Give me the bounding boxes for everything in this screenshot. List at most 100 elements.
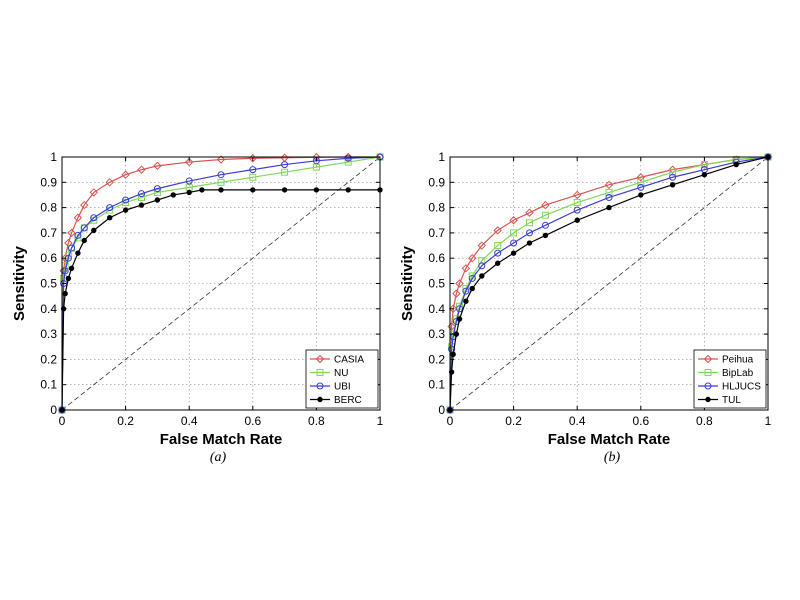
legend-marker: [703, 354, 713, 364]
data-point-casia: [153, 161, 162, 171]
data-point-berc: [281, 187, 288, 193]
data-point-berc: [138, 202, 145, 208]
data-point-biplab: [541, 211, 549, 219]
x-tick-label: 0.2: [117, 414, 134, 428]
data-point-hljucs: [669, 173, 677, 181]
data-point-tul: [469, 285, 475, 292]
data-point-berc: [186, 189, 192, 196]
y-tick-label: 0.7: [428, 226, 445, 240]
data-point-tul: [638, 192, 644, 198]
legend-item-tul: TUL: [698, 395, 741, 406]
data-point-casia: [184, 157, 194, 167]
legend-item-peihua: Peihua: [698, 355, 754, 366]
data-point-casia: [216, 155, 226, 164]
x-tick-label: 0.4: [569, 414, 586, 428]
data-point-tul: [574, 217, 580, 223]
legend-item-berc: BERC: [310, 395, 362, 406]
data-point-berc: [250, 187, 256, 193]
x-tick-label: 0: [59, 414, 66, 428]
series-berc: [59, 187, 383, 413]
legend: Peihua BipLab HLJUCS TUL: [693, 349, 767, 409]
data-point-ubi: [153, 185, 161, 193]
data-point-hljucs: [462, 287, 470, 295]
y-tick-label: 0.2: [428, 352, 445, 366]
legend-item-nu: NU: [310, 368, 348, 379]
data-point-berc: [170, 192, 177, 198]
data-point-berc: [199, 187, 205, 193]
y-tick-label: 1: [50, 150, 57, 164]
data-point-tul: [479, 273, 485, 279]
y-tick-label: 0.4: [40, 302, 57, 316]
data-point-berc: [345, 187, 351, 193]
y-tick-label: 0.6: [428, 251, 445, 265]
series-line-casia: [61, 156, 380, 411]
legend-marker: [704, 382, 712, 390]
x-tick-label: 0.8: [696, 414, 713, 428]
data-point-berc: [91, 227, 97, 234]
x-tick-label: 0.6: [244, 414, 261, 428]
data-point-berc: [65, 275, 72, 282]
roc-chart-a: 0 0.2 0.4 0.6 0.8 1 0 0.1 0.2 0.3 0.4 0.5 0.6 0.7 0.8 0…: [11, 150, 385, 465]
data-point-berc: [122, 207, 129, 213]
y-axis-label: Sensitivity: [399, 245, 416, 321]
y-tick-label: 0.1: [428, 378, 445, 392]
data-point-tul: [453, 331, 460, 337]
data-point-ubi: [74, 231, 82, 239]
legend-item-ubi: UBI: [310, 382, 351, 393]
y-tick-label: 0.8: [428, 201, 445, 215]
data-point-nu: [281, 168, 289, 176]
data-point-nu: [344, 158, 352, 166]
legend-label: BERC: [334, 395, 362, 406]
x-tick-label: 0.8: [308, 414, 325, 428]
y-tick-label: 0.4: [428, 302, 445, 316]
data-point-tul: [510, 250, 517, 256]
data-point-tul: [463, 298, 469, 304]
legend-item-biplab: BipLab: [698, 368, 754, 379]
data-point-ubi: [217, 171, 225, 179]
data-point-biplab: [526, 219, 533, 227]
x-axis-label: False Match Rate: [548, 431, 671, 448]
data-point-peihua: [468, 253, 477, 263]
data-point-hljucs: [605, 193, 613, 201]
series-line-ubi: [61, 156, 381, 411]
y-tick-label: 0: [438, 403, 445, 417]
data-point-hljucs: [494, 249, 502, 257]
x-axis-label: False Match Rate: [160, 431, 283, 448]
data-point-ubi: [68, 244, 76, 252]
data-point-hljucs: [526, 229, 533, 237]
data-point-peihua: [452, 289, 461, 298]
data-point-ubi: [344, 154, 352, 162]
data-point-peihua: [572, 190, 582, 200]
data-point-peihua: [525, 208, 534, 217]
series-line-hljucs: [449, 156, 769, 411]
y-tick-label: 0.3: [40, 327, 57, 341]
data-point-peihua: [509, 216, 518, 225]
data-point-hljucs: [573, 206, 581, 214]
data-point-hljucs: [637, 183, 645, 191]
y-tick-label: 0: [50, 403, 57, 417]
data-point-nu: [138, 193, 145, 201]
legend-label: HLJUCS: [722, 382, 761, 393]
data-point-casia: [80, 200, 89, 210]
data-point-biplab: [573, 199, 581, 207]
data-point-peihua: [668, 165, 677, 174]
y-axis-label: Sensitivity: [11, 245, 28, 321]
legend-marker: [704, 369, 712, 376]
data-point-berc: [75, 250, 81, 256]
data-point-tul: [542, 232, 549, 239]
data-point-ubi: [90, 214, 98, 222]
chance-diagonal: [61, 156, 381, 411]
data-point-tul: [606, 204, 612, 211]
data-point-biplab: [478, 257, 486, 265]
legend-label: CASIA: [334, 355, 364, 366]
roc-chart-b: 0 0.2 0.4 0.6 0.8 1 0 0.1 0.2 0.3 0.4 0.5 0.6 0.7 0.8 0…: [399, 150, 773, 465]
x-tick-label: 0: [447, 414, 454, 428]
data-point-peihua: [493, 226, 502, 235]
data-point-ubi: [80, 224, 88, 232]
data-point-casia: [67, 228, 76, 238]
data-point-biplab: [669, 168, 677, 176]
data-point-tul: [701, 172, 708, 178]
legend-marker: [316, 369, 324, 376]
panel-caption: (a): [210, 450, 227, 465]
